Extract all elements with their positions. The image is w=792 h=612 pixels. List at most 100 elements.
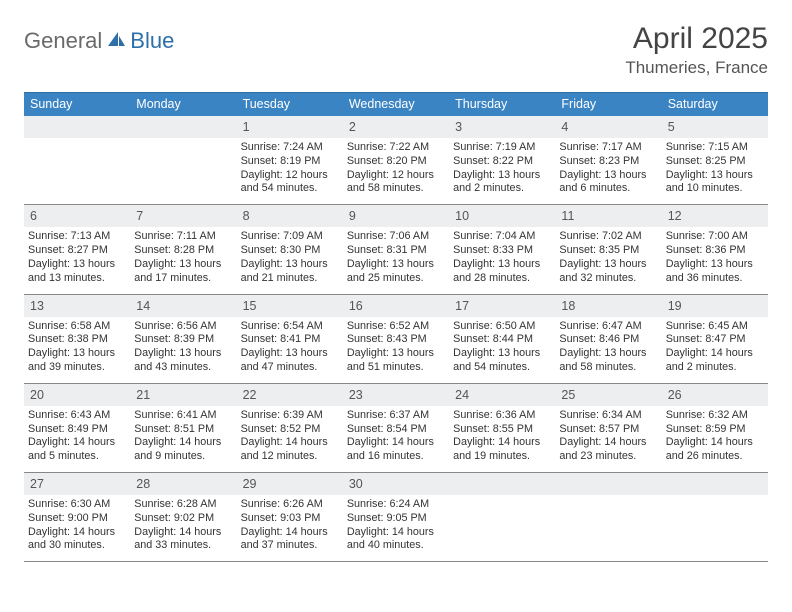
day-num-row: 29 <box>237 473 343 495</box>
day-cell: 15Sunrise: 6:54 AMSunset: 8:41 PMDayligh… <box>237 295 343 384</box>
day-num-row: 6 <box>24 205 130 227</box>
day-content: Sunrise: 7:02 AMSunset: 8:35 PMDaylight:… <box>559 230 657 285</box>
day-cell: 18Sunrise: 6:47 AMSunset: 8:46 PMDayligh… <box>555 295 661 384</box>
day-cell <box>555 473 661 562</box>
day-cell: 21 Sunrise: 6:41 AMSunset: 8:51 PMDayligh… <box>130 384 236 473</box>
day-content: Sunrise: 7:00 AMSunset: 8:36 PMDaylight:… <box>666 230 764 285</box>
day-cell <box>449 473 555 562</box>
day-number: 26 <box>668 388 682 402</box>
day-cell: 7Sunrise: 7:11 AMSunset: 8:28 PMDaylight… <box>130 205 236 294</box>
day-cell: 19 Sunrise: 6:45 AMSunset: 8:47 PMDayligh… <box>662 295 768 384</box>
day-number: 27 <box>30 477 44 491</box>
day-cell: 24 Sunrise: 6:36 AMSunset: 8:55 PMDayligh… <box>449 384 555 473</box>
weeks-container: 1Sunrise: 7:24 AMSunset: 8:19 PMDaylight… <box>24 116 768 562</box>
day-num-row: 26 <box>662 384 768 406</box>
day-cell: 9 Sunrise: 7:06 AMSunset: 8:31 PMDaylight… <box>343 205 449 294</box>
day-header: Sunday <box>24 93 130 116</box>
day-number: 3 <box>455 120 462 134</box>
location: Thumeries, France <box>625 58 768 78</box>
day-num-row: 14 <box>130 295 236 317</box>
day-num-row <box>24 116 130 138</box>
day-number: 10 <box>455 209 469 223</box>
day-content: Sunrise: 6:43 AMSunset: 8:49 PMDaylight:… <box>28 409 126 464</box>
day-num-row: 4 <box>555 116 661 138</box>
day-number: 6 <box>30 209 37 223</box>
day-number: 13 <box>30 299 44 313</box>
day-number: 21 <box>136 388 150 402</box>
day-content: Sunrise: 6:32 AMSunset: 8:59 PMDaylight:… <box>666 409 764 464</box>
logo-text-general: General <box>24 28 102 54</box>
day-header: Tuesday <box>237 93 343 116</box>
day-cell: 22 Sunrise: 6:39 AMSunset: 8:52 PMDayligh… <box>237 384 343 473</box>
day-number: 7 <box>136 209 143 223</box>
day-num-row: 27 <box>24 473 130 495</box>
day-num-row: 20 <box>24 384 130 406</box>
day-header: Wednesday <box>343 93 449 116</box>
day-number: 9 <box>349 209 356 223</box>
day-content: Sunrise: 6:50 AMSunset: 8:44 PMDaylight:… <box>453 320 551 375</box>
day-header: Saturday <box>662 93 768 116</box>
day-header: Monday <box>130 93 236 116</box>
day-num-row: 13 <box>24 295 130 317</box>
day-content: Sunrise: 7:06 AMSunset: 8:31 PMDaylight:… <box>347 230 445 285</box>
day-number: 20 <box>30 388 44 402</box>
day-num-row: 23 <box>343 384 449 406</box>
day-num-row: 28 <box>130 473 236 495</box>
month-title: April 2025 <box>625 22 768 56</box>
day-cell: 11 Sunrise: 7:02 AMSunset: 8:35 PMDayligh… <box>555 205 661 294</box>
day-cell <box>662 473 768 562</box>
day-content: Sunrise: 7:13 AMSunset: 8:27 PMDaylight:… <box>28 230 126 285</box>
day-num-row: 19 <box>662 295 768 317</box>
day-num-row: 10 <box>449 205 555 227</box>
day-number: 22 <box>243 388 257 402</box>
week-row: 13 Sunrise: 6:58 AMSunset: 8:38 PMDayligh… <box>24 295 768 384</box>
day-content: Sunrise: 7:17 AMSunset: 8:23 PMDaylight:… <box>559 141 657 196</box>
title-block: April 2025 Thumeries, France <box>625 22 768 78</box>
day-num-row: 15 <box>237 295 343 317</box>
day-content: Sunrise: 6:37 AMSunset: 8:54 PMDaylight:… <box>347 409 445 464</box>
day-number: 17 <box>455 299 469 313</box>
day-number: 1 <box>243 120 250 134</box>
day-num-row: 8 <box>237 205 343 227</box>
day-content: Sunrise: 6:39 AMSunset: 8:52 PMDaylight:… <box>241 409 339 464</box>
day-num-row: 11 <box>555 205 661 227</box>
day-cell: 17 Sunrise: 6:50 AMSunset: 8:44 PMDayligh… <box>449 295 555 384</box>
day-content: Sunrise: 6:24 AMSunset: 9:05 PMDaylight:… <box>347 498 445 553</box>
day-content: Sunrise: 6:26 AMSunset: 9:03 PMDaylight:… <box>241 498 339 553</box>
day-number: 30 <box>349 477 363 491</box>
day-num-row: 5 <box>662 116 768 138</box>
day-cell: 23 Sunrise: 6:37 AMSunset: 8:54 PMDayligh… <box>343 384 449 473</box>
day-content: Sunrise: 6:36 AMSunset: 8:55 PMDaylight:… <box>453 409 551 464</box>
day-header-row: SundayMondayTuesdayWednesdayThursdayFrid… <box>24 93 768 116</box>
day-content: Sunrise: 7:19 AMSunset: 8:22 PMDaylight:… <box>453 141 551 196</box>
day-number: 15 <box>243 299 257 313</box>
day-num-row <box>555 473 661 495</box>
day-header: Friday <box>555 93 661 116</box>
day-num-row: 30 <box>343 473 449 495</box>
week-row: 27Sunrise: 6:30 AMSunset: 9:00 PMDayligh… <box>24 473 768 562</box>
day-cell: 25Sunrise: 6:34 AMSunset: 8:57 PMDayligh… <box>555 384 661 473</box>
day-cell: 28Sunrise: 6:28 AMSunset: 9:02 PMDayligh… <box>130 473 236 562</box>
day-num-row: 9 <box>343 205 449 227</box>
day-number: 18 <box>561 299 575 313</box>
day-num-row <box>662 473 768 495</box>
day-number: 29 <box>243 477 257 491</box>
week-row: 20 Sunrise: 6:43 AMSunset: 8:49 PMDayligh… <box>24 384 768 473</box>
day-number: 12 <box>668 209 682 223</box>
day-content: Sunrise: 6:41 AMSunset: 8:51 PMDaylight:… <box>134 409 232 464</box>
week-row: 6 Sunrise: 7:13 AMSunset: 8:27 PMDaylight… <box>24 205 768 294</box>
day-header: Thursday <box>449 93 555 116</box>
day-num-row: 22 <box>237 384 343 406</box>
day-cell: 3 Sunrise: 7:19 AMSunset: 8:22 PMDaylight… <box>449 116 555 205</box>
day-cell: 16Sunrise: 6:52 AMSunset: 8:43 PMDayligh… <box>343 295 449 384</box>
day-number: 4 <box>561 120 568 134</box>
day-num-row: 16 <box>343 295 449 317</box>
day-content: Sunrise: 6:58 AMSunset: 8:38 PMDaylight:… <box>28 320 126 375</box>
day-num-row: 24 <box>449 384 555 406</box>
day-cell: 14Sunrise: 6:56 AMSunset: 8:39 PMDayligh… <box>130 295 236 384</box>
day-cell: 2Sunrise: 7:22 AMSunset: 8:20 PMDaylight… <box>343 116 449 205</box>
day-content: Sunrise: 6:45 AMSunset: 8:47 PMDaylight:… <box>666 320 764 375</box>
logo-sail-icon <box>106 30 126 53</box>
day-content: Sunrise: 6:34 AMSunset: 8:57 PMDaylight:… <box>559 409 657 464</box>
day-number <box>668 477 671 491</box>
